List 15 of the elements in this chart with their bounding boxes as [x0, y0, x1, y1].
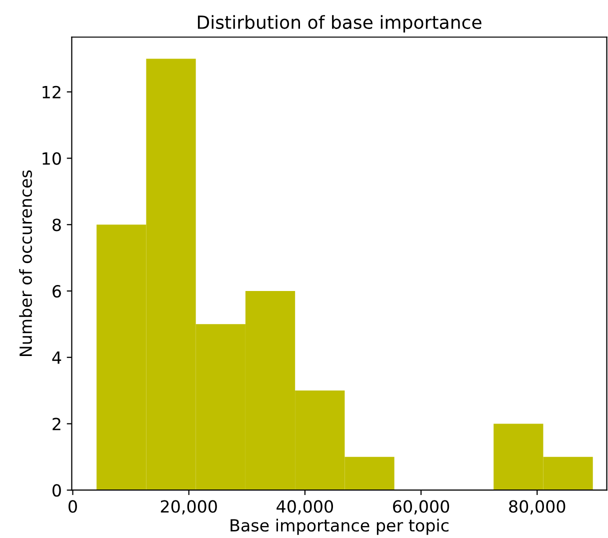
y-tick-label: 6	[52, 284, 61, 298]
x-axis-title: Base importance per topic	[230, 518, 448, 535]
y-tick-label: 8	[52, 218, 61, 232]
y-tick-label: 2	[52, 418, 60, 430]
x-tick-label: 20,000	[160, 500, 217, 514]
y-axis-title: Number of occurences	[19, 170, 32, 356]
y-tick-label: 0	[52, 484, 61, 497]
x-tick-label: 80,000	[509, 500, 566, 514]
y-tick-label: 10	[42, 152, 61, 165]
x-tick-label: 60,000	[393, 500, 450, 514]
x-tick-label: 40,000	[276, 500, 333, 514]
y-tick-label: 4	[52, 352, 62, 364]
x-tick-label: 0	[68, 500, 77, 513]
chart-title: Distirbution of base importance	[198, 15, 482, 33]
y-tick-label: 12	[42, 86, 60, 98]
